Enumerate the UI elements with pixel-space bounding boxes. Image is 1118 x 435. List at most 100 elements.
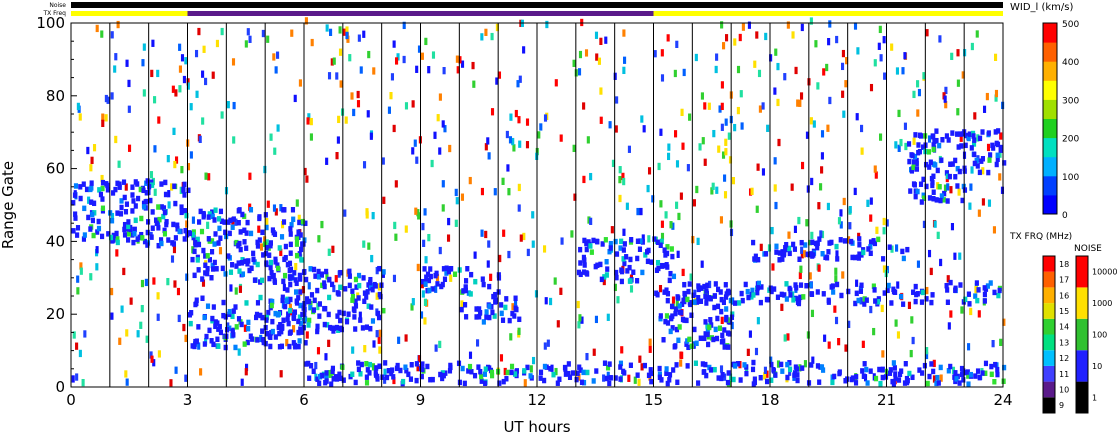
echo-cell: [377, 291, 382, 298]
echo-cell: [322, 283, 327, 290]
echo-cell: [924, 296, 929, 302]
echo-cell: [840, 62, 845, 71]
echo-cell: [280, 297, 285, 304]
echo-cell: [606, 371, 610, 380]
echo-cell: [273, 334, 278, 340]
echo-cell: [939, 157, 944, 163]
echo-cell: [785, 374, 790, 381]
echo-cell: [667, 372, 673, 378]
echo-cell: [717, 145, 721, 153]
echo-cell: [567, 374, 573, 381]
echo-cell: [977, 374, 982, 381]
echo-cell: [882, 227, 886, 235]
echo-cell: [846, 288, 851, 295]
echo-cell: [956, 49, 960, 57]
echo-cell: [646, 372, 652, 379]
echo-cell: [375, 330, 379, 338]
echo-cell: [525, 364, 530, 371]
echo-cell: [396, 53, 400, 61]
echo-cell: [967, 301, 972, 307]
echo-cell: [297, 314, 302, 320]
colorbar-noise-tick: 10000: [1092, 268, 1117, 277]
echo-cell: [787, 231, 791, 239]
echo-cell: [247, 267, 252, 274]
echo-cell: [872, 240, 878, 247]
echo-cell: [289, 222, 294, 228]
echo-cell: [698, 335, 703, 341]
echo-cell: [95, 229, 100, 235]
echo-cell: [578, 260, 583, 266]
echo-cell: [159, 181, 164, 187]
echo-cell: [629, 285, 634, 293]
echo-cell: [201, 214, 206, 220]
y-tick-label: 80: [46, 87, 65, 105]
echo-cell: [227, 325, 232, 331]
echo-cell: [392, 376, 396, 385]
echo-cell: [356, 100, 361, 108]
echo-cell: [486, 137, 490, 145]
echo-cell: [927, 164, 932, 170]
echo-cell: [169, 379, 173, 387]
echo-cell: [266, 35, 270, 43]
echo-cell: [149, 171, 154, 179]
echo-cell: [777, 250, 782, 256]
echo-cell: [441, 372, 446, 379]
echo-cell: [231, 332, 236, 338]
echo-cell: [496, 272, 501, 278]
echo-cell: [641, 234, 645, 242]
echo-cell: [185, 273, 189, 281]
echo-cell: [205, 253, 210, 259]
echo-cell: [719, 216, 724, 224]
echo-cell: [658, 284, 663, 293]
echo-cell: [424, 37, 428, 46]
echo-cell: [948, 363, 953, 370]
echo-cell: [720, 316, 724, 325]
echo-cell: [995, 371, 1000, 378]
echo-cell: [675, 299, 679, 307]
echo-cell: [483, 380, 488, 387]
echo-cell: [925, 380, 930, 387]
colorbar-width-cell: [1043, 175, 1057, 180]
echo-cell: [190, 232, 196, 238]
echo-cell: [925, 351, 929, 360]
echo-cell: [298, 289, 303, 295]
echo-cell: [578, 367, 583, 373]
echo-cell: [261, 336, 266, 343]
echo-cell: [161, 205, 167, 211]
echo-cell: [270, 318, 275, 325]
echo-cell: [670, 325, 675, 331]
echo-cell: [292, 309, 298, 315]
colorbar-noise-cell: [1076, 381, 1088, 413]
echo-cell: [174, 89, 178, 97]
echo-cell: [795, 377, 800, 384]
echo-cell: [394, 365, 400, 372]
echo-cell: [113, 65, 117, 73]
echo-cell: [424, 277, 429, 284]
echo-cell: [985, 92, 989, 101]
echo-cell: [837, 370, 842, 377]
echo-cell: [230, 328, 235, 334]
hour-gridlines: [109, 23, 965, 387]
echo-cell: [455, 197, 459, 205]
echo-cell: [236, 243, 241, 249]
echo-cell: [753, 60, 757, 68]
echo-cell: [857, 242, 862, 248]
echo-cell: [955, 183, 960, 189]
echo-cell: [740, 122, 744, 130]
echo-cell: [519, 234, 523, 242]
echo-cell: [689, 343, 694, 349]
echo-cell: [721, 151, 726, 159]
echo-cell: [301, 286, 305, 294]
echo-cell: [864, 297, 869, 303]
echo-cell: [404, 334, 408, 342]
echo-cell: [210, 209, 215, 215]
echo-cell: [983, 360, 989, 367]
echo-cell: [602, 360, 608, 366]
echo-cell: [982, 298, 987, 304]
echo-cell: [581, 269, 587, 275]
echo-cell: [207, 173, 211, 181]
echo-cell: [477, 314, 482, 320]
echo-cell: [127, 105, 131, 113]
echo-cell: [878, 25, 882, 34]
echo-cell: [275, 262, 280, 268]
